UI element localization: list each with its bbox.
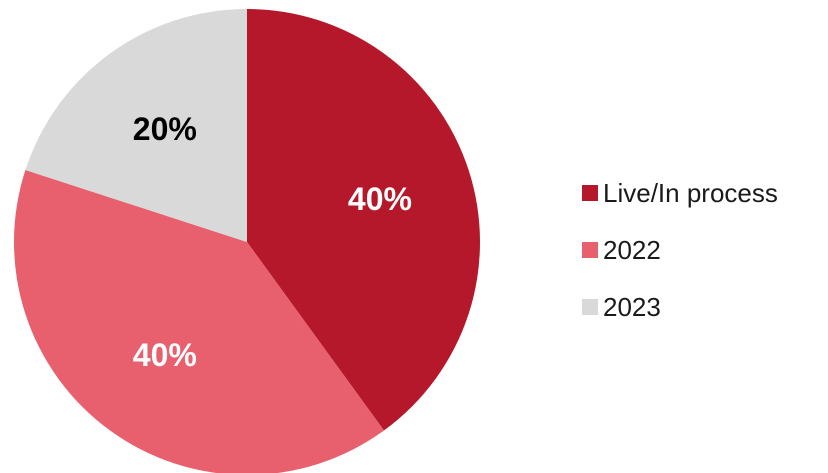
slice-label-live-in-process: 40% <box>348 181 412 217</box>
pie-slices <box>14 9 480 473</box>
legend-label-2023: 2023 <box>603 292 661 322</box>
legend-item-live-in-process: Live/In process <box>582 178 778 208</box>
legend-label-live-in-process: Live/In process <box>603 178 778 208</box>
legend-swatch-2023 <box>582 299 598 315</box>
legend: Live/In process 2022 2023 <box>582 178 778 322</box>
legend-item-2022: 2022 <box>582 235 661 265</box>
slice-label-2022: 40% <box>133 337 197 373</box>
legend-swatch-2022 <box>582 242 598 258</box>
pie-slice-2023 <box>25 9 247 242</box>
slice-label-2023: 20% <box>133 111 197 147</box>
pie-slice-live-in-process <box>247 9 480 431</box>
pie-slice-2022 <box>14 169 384 473</box>
legend-item-2023: 2023 <box>582 292 661 322</box>
slice-labels: 40% 40% 20% <box>133 111 412 373</box>
legend-label-2022: 2022 <box>603 235 661 265</box>
legend-swatch-live-in-process <box>582 185 598 201</box>
